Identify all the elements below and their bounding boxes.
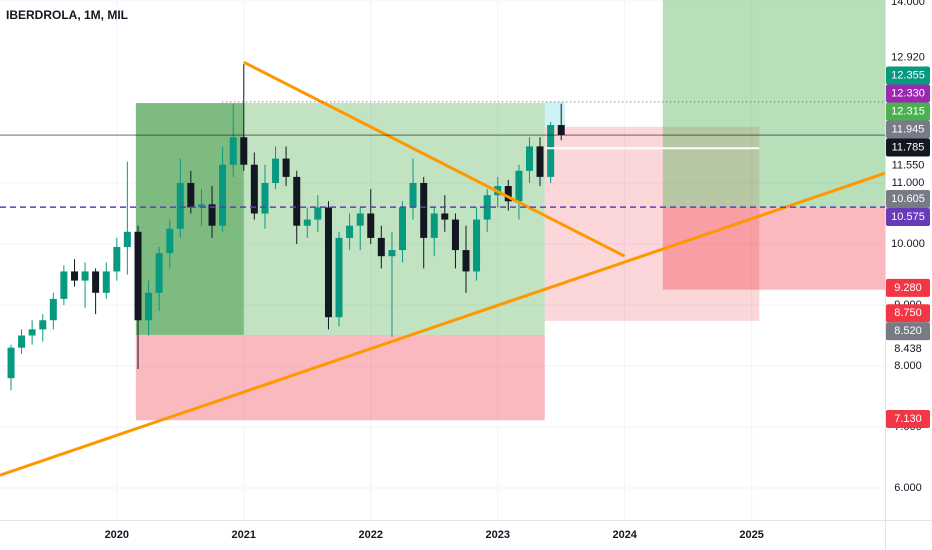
candle-body [166,228,174,254]
price-badge [886,410,930,429]
price-badge [886,138,930,157]
candle-body [536,146,544,177]
candle-body [557,125,565,136]
candle-body [399,207,407,251]
candle-body [7,347,15,379]
price-label: 12.315 [891,105,925,117]
candle-body [60,271,68,299]
x-tick-label: 2023 [485,529,509,541]
candle-body [123,231,131,248]
candle-body [113,247,121,272]
price-label: 10.575 [891,211,925,223]
candle-body [346,225,354,238]
candle-body [314,207,322,220]
price-badge [886,304,930,323]
candle-body [515,170,523,202]
price-label-bg [886,340,930,359]
position-box [662,207,885,290]
candle-body [483,195,491,220]
chart-title: IBERDROLA, 1M, MIL [6,8,128,22]
price-label: 8.520 [894,325,922,337]
candle-body [250,164,258,214]
price-label: 9.280 [894,282,922,294]
x-tick-label: 2022 [359,529,383,541]
candle-body [18,335,26,348]
candle-body [71,271,79,281]
price-label: 12.920 [891,51,925,63]
candle-body [441,213,449,220]
candle-body [420,182,428,238]
candle-body [49,298,57,321]
candle-body [282,158,290,177]
candle-body [102,271,110,293]
position-box [544,101,566,127]
price-badge [886,278,930,297]
price-label: 11.785 [892,141,925,153]
x-tick-label: 2024 [612,529,637,541]
x-tick-label: 2025 [739,529,763,541]
price-label-bg [886,156,930,175]
price-label: 8.438 [894,343,922,355]
price-badge [886,66,930,85]
x-tick-label: 2021 [232,529,256,541]
y-tick-label: 6.000 [894,482,922,494]
trend-line [243,60,626,258]
candle-body [377,237,385,257]
y-tick-label: 8.000 [894,360,922,372]
candle-body [525,146,533,171]
candle-body [367,213,375,238]
candle-body [176,182,184,229]
price-label: 12.355 [891,69,925,81]
candle-body [208,204,216,226]
price-badge [886,102,930,121]
price-badge [886,120,930,139]
candle-body [28,329,36,336]
candle-body [39,320,47,330]
candle-body [409,182,417,208]
y-tick-label: 14.000 [891,0,925,8]
candle-body [356,213,364,226]
candle-body [240,137,248,165]
candle-body [335,237,343,318]
candle-body [92,271,100,293]
price-label: 11.550 [892,159,925,171]
candle-body [324,207,332,318]
candle-body [272,158,280,183]
candle-body [451,219,459,251]
trend-line [0,171,886,477]
price-badge [886,190,930,208]
candle-body [261,182,269,214]
candle-body [547,125,555,177]
price-badge [886,84,930,103]
price-label-bg [886,48,930,67]
price-label: 8.750 [894,307,922,319]
candle-body [462,250,470,272]
candle-body [187,182,195,208]
price-label: 7.130 [894,413,922,425]
candle-body [229,137,237,165]
price-label: 12.330 [891,87,925,99]
x-tick-label: 2020 [105,529,129,541]
candle-body [473,219,481,272]
candle-body [81,271,89,281]
price-label: 10.605 [891,193,925,205]
candle-body [145,292,153,321]
price-badge [886,208,930,226]
candle-body [219,164,227,226]
candle-body [388,250,396,257]
candle-body [303,219,311,226]
candle-body [293,176,301,226]
candle-body [198,204,206,208]
y-tick-label: 11.000 [892,177,925,189]
price-badge [886,322,930,341]
candle-body [430,213,438,238]
candle-body [504,186,512,202]
price-label: 11.945 [892,123,925,135]
candle-body [155,253,163,293]
y-tick-label: 10.000 [891,238,925,250]
position-box [662,0,885,208]
position-box [544,126,760,321]
candle-body [134,231,142,321]
